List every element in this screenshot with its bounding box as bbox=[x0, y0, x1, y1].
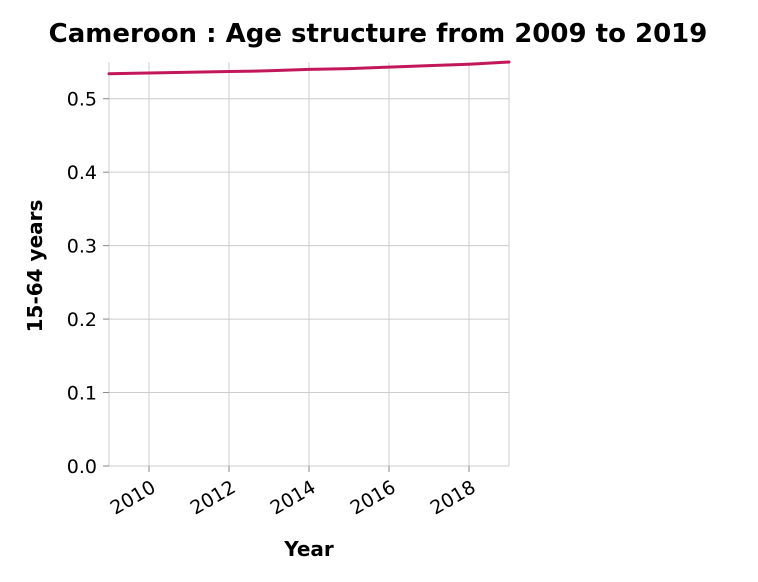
y-axis-label: 15-64 years bbox=[23, 200, 47, 333]
y-tick-label: 0.2 bbox=[67, 309, 97, 331]
x-axis-label: Year bbox=[283, 537, 334, 561]
y-tick-label: 0.0 bbox=[67, 456, 97, 478]
x-tick-label: 2014 bbox=[267, 476, 320, 519]
y-gridlines bbox=[108, 62, 510, 467]
y-axis-ticks: 0.0 0.1 0.2 0.3 0.4 0.5 bbox=[67, 89, 109, 478]
series-group bbox=[107, 60, 511, 76]
x-tick-label: 2018 bbox=[427, 476, 480, 519]
x-gridlines bbox=[148, 62, 470, 466]
chart-title: Cameroon : Age structure from 2009 to 20… bbox=[49, 19, 708, 49]
y-tick-label: 0.4 bbox=[67, 162, 97, 184]
x-tick-label: 2012 bbox=[187, 476, 240, 519]
x-tick-label: 2016 bbox=[347, 476, 400, 519]
y-tick-label: 0.3 bbox=[67, 236, 97, 258]
y-tick-label: 0.1 bbox=[67, 383, 97, 405]
x-axis-ticks: 2010 2012 2014 2016 2018 bbox=[107, 466, 480, 520]
y-tick-label: 0.5 bbox=[67, 89, 97, 111]
series-line bbox=[107, 60, 511, 76]
x-tick-label: 2010 bbox=[107, 476, 160, 519]
